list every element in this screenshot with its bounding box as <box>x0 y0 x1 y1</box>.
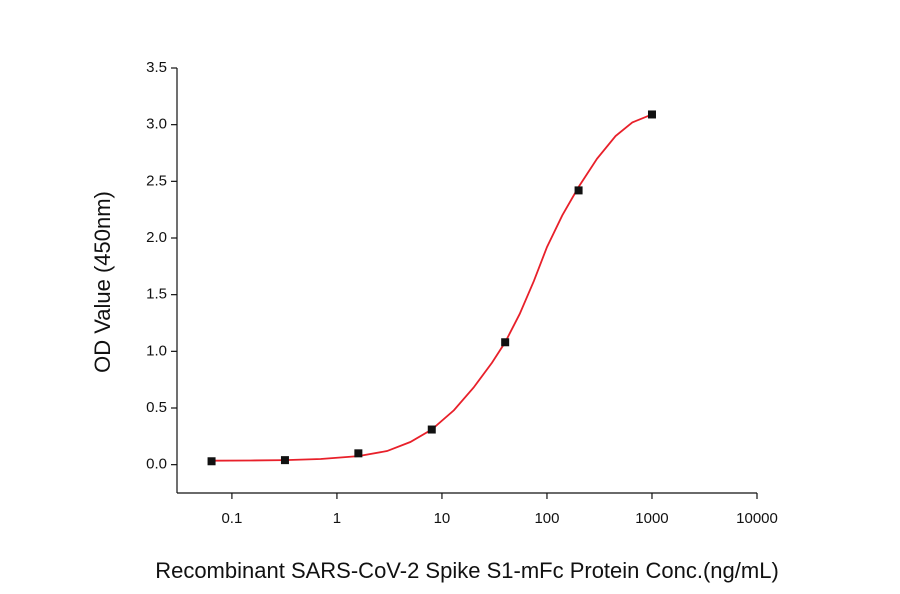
data-point <box>501 338 510 347</box>
x-tick-label: 1000 <box>635 510 668 527</box>
y-tick-label: 3.0 <box>146 116 167 133</box>
x-tick-label: 10 <box>434 510 451 527</box>
y-tick-label: 3.5 <box>146 59 167 76</box>
x-axis-title: Recombinant SARS-CoV-2 Spike S1-mFc Prot… <box>155 558 779 583</box>
x-tick-label: 10000 <box>736 510 778 527</box>
data-point <box>427 425 436 434</box>
data-point <box>207 457 216 466</box>
data-point <box>354 449 363 458</box>
fit-curve <box>211 113 653 462</box>
x-tick-label: 1 <box>333 510 341 527</box>
x-tick-label: 100 <box>534 510 559 527</box>
data-point <box>280 456 289 465</box>
y-tick-label: 0.5 <box>146 399 167 416</box>
y-tick-label: 0.0 <box>146 456 167 473</box>
y-tick-label: 1.0 <box>146 342 167 359</box>
x-tick-label: 0.1 <box>221 510 242 527</box>
y-axis-title: OD Value (450nm) <box>90 191 115 373</box>
data-point <box>574 186 583 195</box>
y-tick-label: 2.0 <box>146 229 167 246</box>
y-tick-label: 2.5 <box>146 172 167 189</box>
y-tick-label: 1.5 <box>146 286 167 303</box>
data-point <box>647 110 656 119</box>
